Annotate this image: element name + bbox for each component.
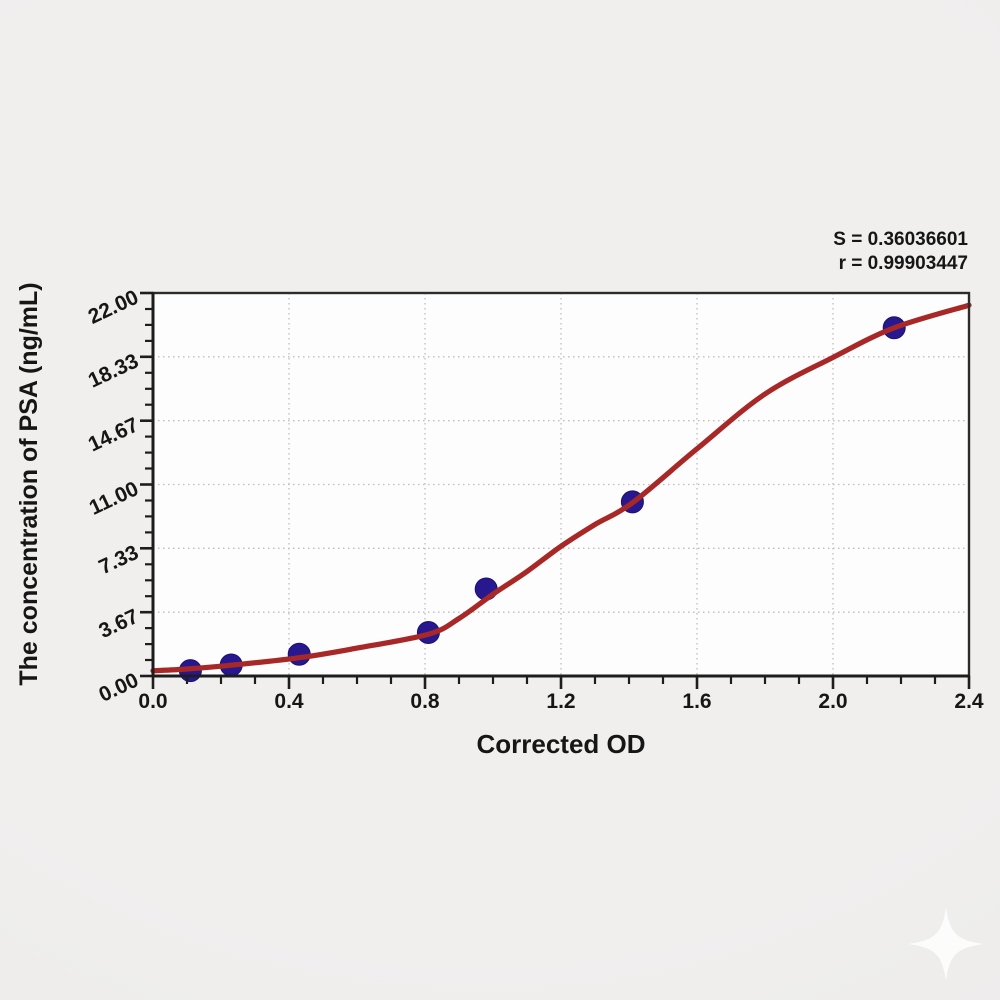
- fit-curve-line: [150, 302, 972, 674]
- x-tick-label: 0.8: [410, 690, 440, 713]
- x-tick-label: 1.2: [546, 690, 575, 713]
- y-tick-label: 14.67: [85, 413, 142, 456]
- stats-s-text: S = 0.36036601: [833, 229, 968, 250]
- y-tick-label: 0.00: [95, 669, 142, 707]
- y-tick-label: 22.00: [85, 286, 142, 329]
- x-tick-label: 0.4: [274, 690, 304, 713]
- y-tick-label: 7.33: [95, 541, 142, 579]
- x-tick-label: 0.0: [138, 690, 167, 713]
- sparkle-icon: [908, 907, 984, 981]
- y-tick-label: 3.67: [95, 605, 142, 643]
- x-tick-label: 2.0: [818, 690, 847, 713]
- y-tick-label: 11.00: [86, 477, 142, 520]
- y-tick-label: 18.33: [85, 349, 142, 392]
- x-tick-label: 1.6: [682, 690, 711, 713]
- y-axis-title: The concentration of PSA (ng/mL): [15, 282, 43, 685]
- x-axis-title: Corrected OD: [476, 729, 645, 759]
- x-tick-label: 2.4: [954, 690, 984, 713]
- stats-r-text: r = 0.99903447: [839, 253, 968, 274]
